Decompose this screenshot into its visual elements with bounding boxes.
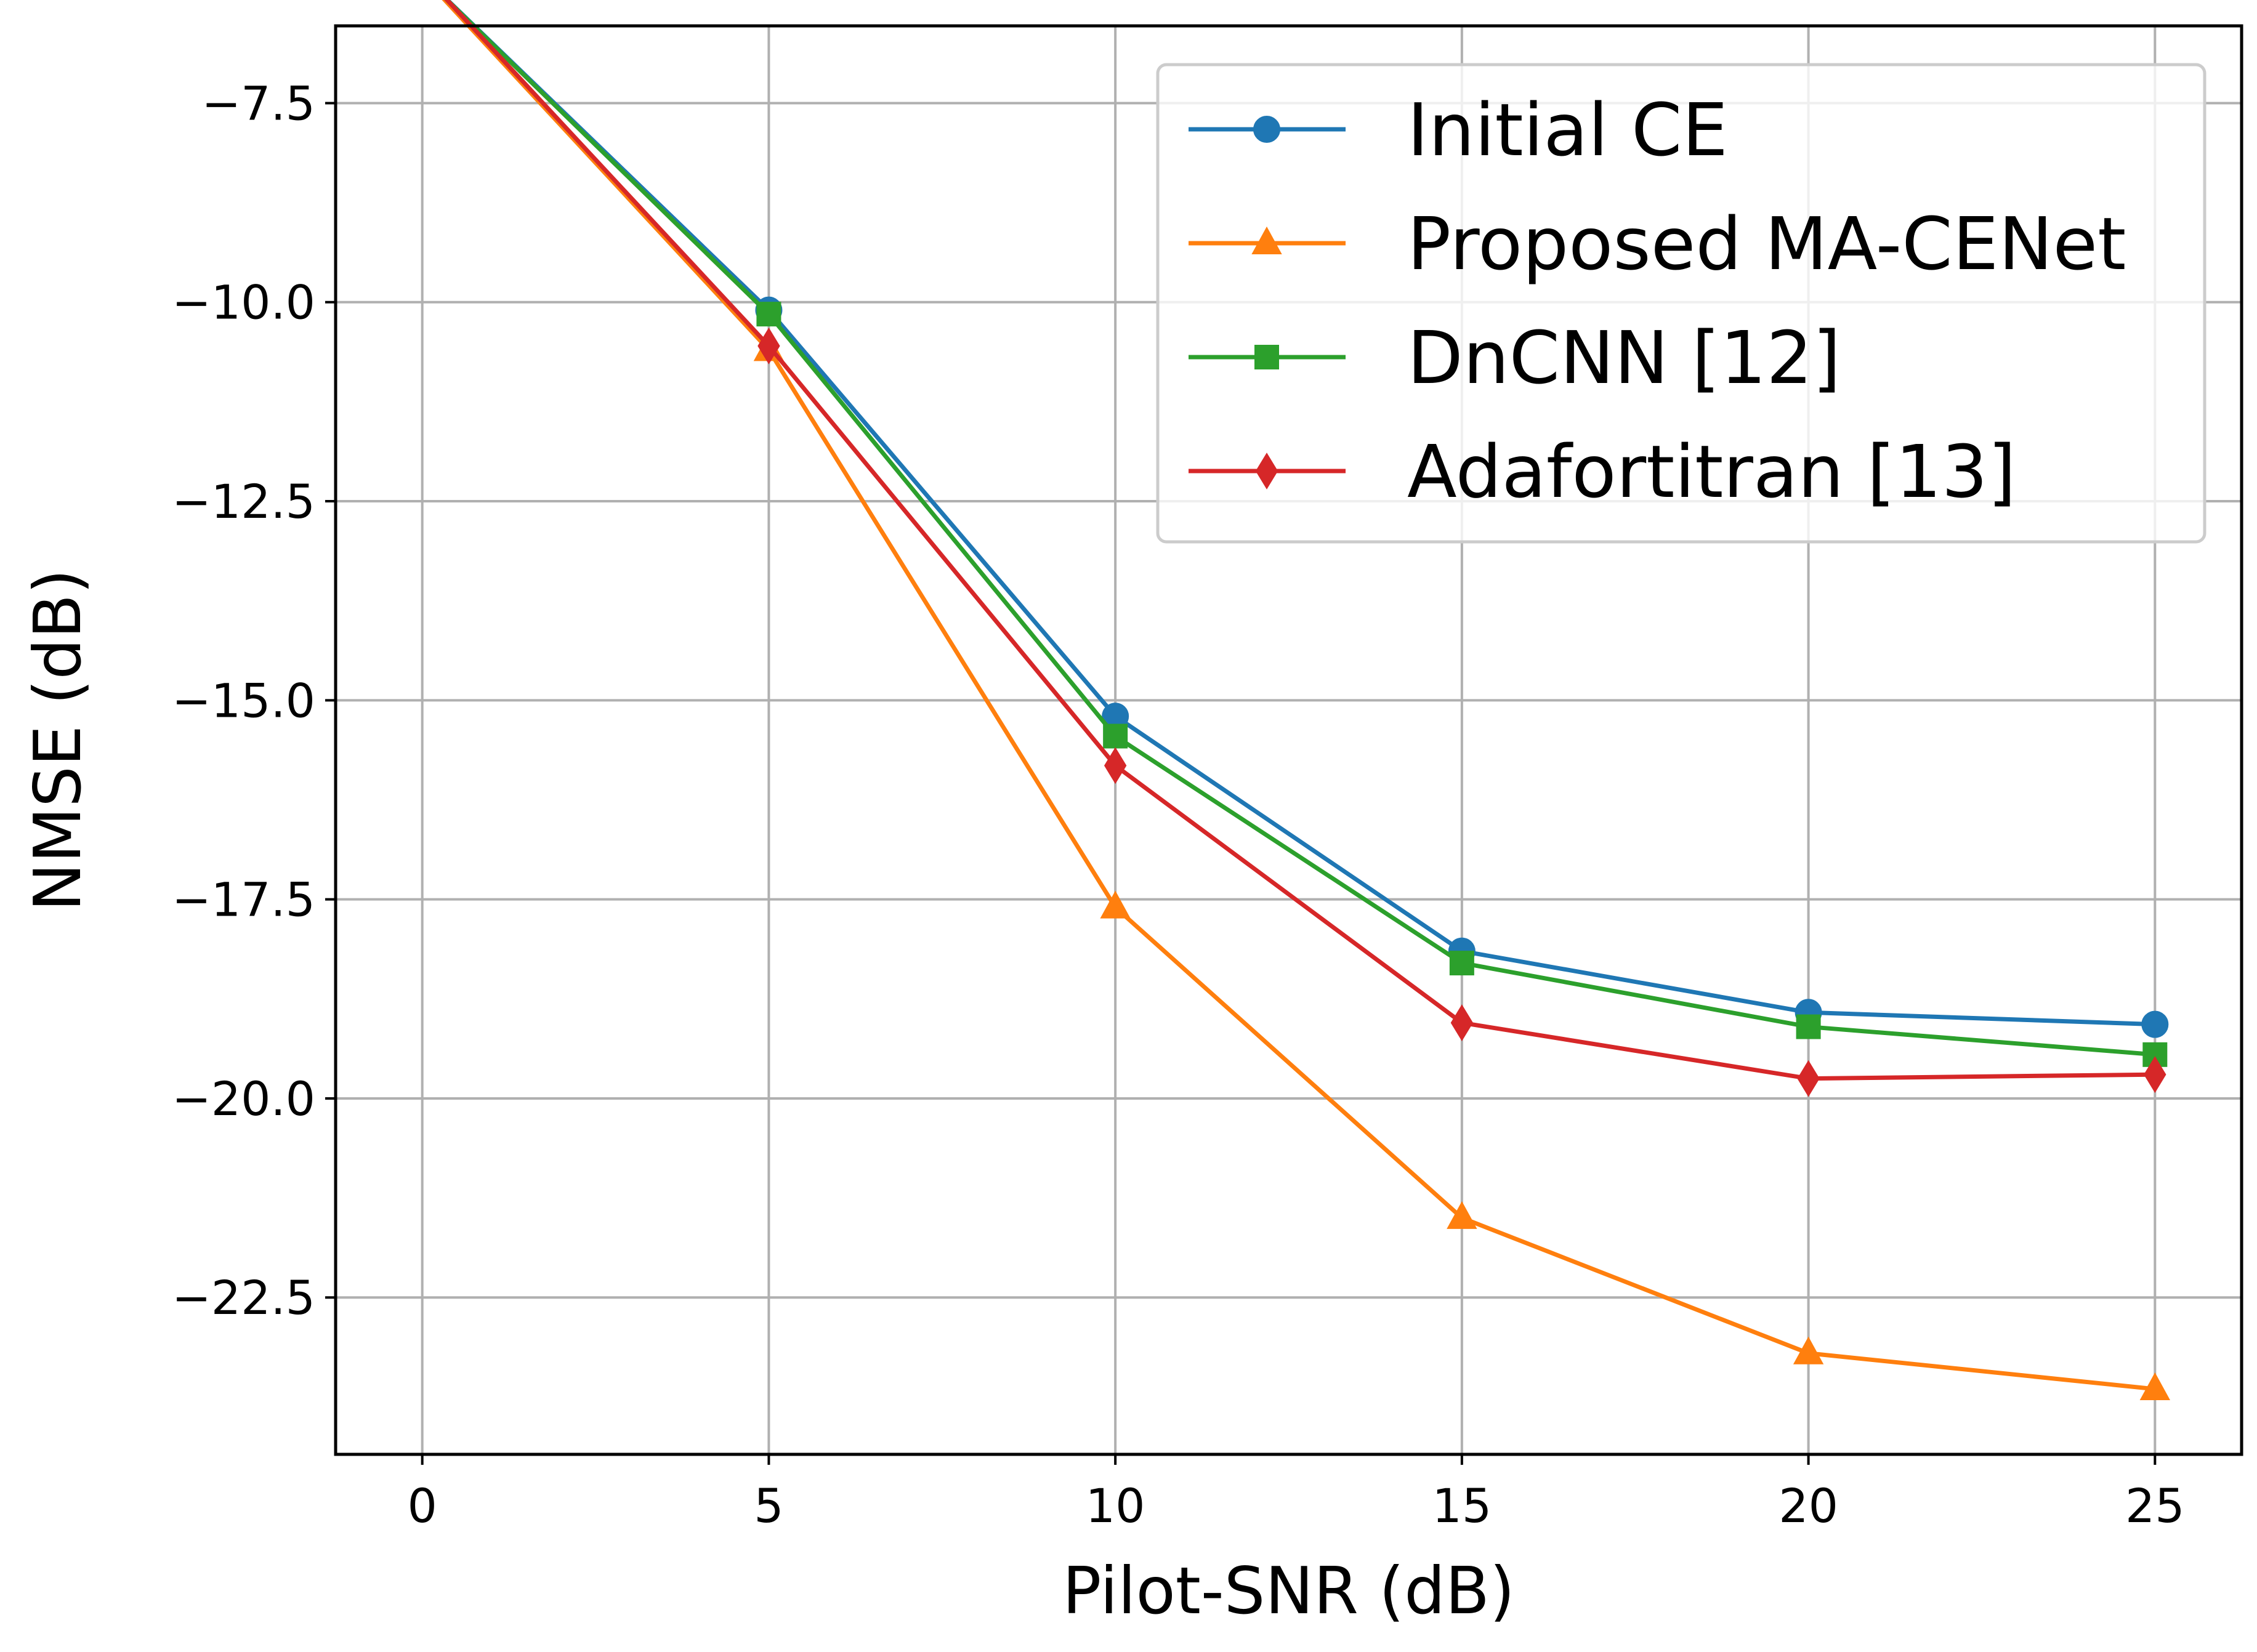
data-point-circle (2141, 1010, 2169, 1038)
data-point-triangle (1447, 1201, 1477, 1229)
legend-item: Proposed MA-CENet (1189, 201, 2126, 286)
legend: Initial CE Proposed MA-CENet DnCNN [12] Ada… (1156, 63, 2207, 544)
legend-item: Adafortitran [13] (1189, 429, 2016, 514)
data-point-diamond (1797, 1060, 1820, 1097)
y-tick-label: −17.5 (172, 872, 315, 927)
y-tick-label: −12.5 (172, 474, 315, 529)
series-1 (442, 0, 2171, 1400)
x-tick-label: 25 (2125, 1478, 2185, 1533)
legend-marker-square (1254, 345, 1279, 369)
legend-label: Proposed MA-CENet (1407, 201, 2126, 286)
y-tick-label: −10.0 (172, 275, 315, 330)
series-3 (444, 0, 2166, 1097)
x-tick-label: 15 (1432, 1478, 1492, 1533)
data-point-diamond (2144, 1056, 2166, 1094)
data-point-square (1449, 951, 1474, 976)
x-tick-label: 5 (754, 1478, 783, 1533)
data-point-triangle (1793, 1336, 1824, 1364)
y-tick-label: −7.5 (201, 76, 315, 131)
axis-ticks: 0 5 10 15 20 25 −7.5 −10.0 −12.5 −15.0 −17.5 −20.0 −… (172, 76, 2185, 1533)
y-tick-label: −15.0 (172, 673, 315, 728)
y-tick-label: −22.5 (172, 1270, 315, 1325)
x-tick-label: 20 (1779, 1478, 1838, 1533)
y-tick-label: −20.0 (172, 1071, 315, 1126)
data-point-triangle (2139, 1372, 2171, 1400)
data-point-diamond (1104, 747, 1127, 784)
legend-marker-circle (1253, 116, 1280, 143)
y-axis-label: NMSE (dB) (20, 569, 95, 911)
legend-marker-diamond (1255, 453, 1278, 490)
x-axis-label: Pilot-SNR (dB) (1062, 1553, 1515, 1629)
data-point-square (1796, 1014, 1821, 1039)
data-point-diamond (757, 327, 780, 365)
legend-item: Initial CE (1189, 87, 1728, 172)
legend-item: DnCNN [12] (1189, 315, 1841, 400)
series-line (444, 0, 2157, 1027)
series-line (444, 0, 2157, 1081)
legend-label: DnCNN [12] (1407, 315, 1841, 400)
data-point-diamond (1450, 1004, 1474, 1042)
legend-marker-triangle (1251, 226, 1282, 254)
data-point-square (1103, 723, 1128, 749)
legend-label: Initial CE (1407, 87, 1728, 172)
data-point-triangle (1100, 890, 1131, 919)
data-point-square (756, 302, 781, 327)
x-tick-label: 0 (408, 1478, 437, 1533)
series-layer (442, 0, 2171, 1400)
series-line (444, 0, 2158, 1057)
series-2 (444, 0, 2168, 1067)
plot-frame (334, 24, 2243, 1456)
x-tick-label: 10 (1086, 1478, 1145, 1533)
legend-box (1156, 63, 2207, 544)
legend-label: Adafortitran [13] (1407, 429, 2016, 514)
series-line (442, 0, 2158, 1392)
